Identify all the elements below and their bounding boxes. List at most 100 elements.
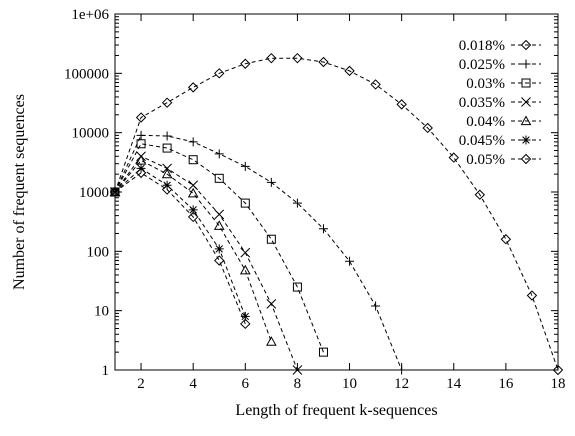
series-4 — [109, 154, 277, 346]
series-line — [114, 57, 559, 371]
data-point — [552, 364, 564, 376]
series-line — [114, 134, 403, 371]
data-point — [162, 163, 172, 174]
legend-marker — [520, 39, 532, 51]
data-point — [214, 68, 225, 79]
data-point — [292, 282, 302, 292]
legend-label: 0.05% — [466, 152, 505, 168]
data-point — [318, 56, 329, 68]
data-point — [266, 234, 276, 244]
data-point — [161, 97, 173, 108]
x-tick-label: 12 — [394, 376, 409, 392]
x-tick-label: 18 — [551, 376, 566, 392]
data-point — [162, 131, 172, 141]
data-point — [240, 318, 251, 330]
data-point — [214, 255, 225, 266]
series-line — [114, 143, 324, 353]
data-point — [422, 122, 433, 134]
legend-label: 0.025% — [459, 57, 505, 73]
legend-marker — [520, 153, 532, 165]
legend-marker — [521, 135, 531, 145]
legend-label: 0.03% — [466, 76, 505, 92]
data-point — [266, 336, 277, 346]
data-point — [187, 82, 199, 93]
x-axis: 2 4 6 8 10 12 14 16 18 — [137, 14, 566, 392]
data-point — [371, 301, 381, 311]
legend-marker — [520, 115, 532, 126]
x-tick-label: 10 — [342, 376, 357, 392]
data-point — [187, 211, 199, 223]
data-point — [214, 173, 224, 183]
data-point — [266, 52, 277, 64]
data-point — [396, 99, 407, 110]
data-point — [344, 65, 355, 77]
y-axis: 1 10 100 1000 10000 100000 1e+06 — [64, 7, 558, 379]
y-tick-label: 1000 — [79, 185, 109, 201]
data-point — [161, 168, 173, 179]
series-2 — [110, 139, 328, 357]
data-point — [135, 167, 147, 179]
data-point — [345, 256, 355, 266]
x-axis-title: Length of frequent k-sequences — [235, 402, 437, 419]
x-tick-label: 14 — [446, 376, 462, 392]
data-point — [397, 365, 407, 375]
legend-label: 0.045% — [459, 133, 505, 149]
y-tick-label: 1e+06 — [71, 7, 109, 23]
legend-marker — [521, 59, 531, 69]
x-tick-label: 6 — [242, 376, 250, 392]
legend: 0.018% 0.025% 0.03% 0.035% 0.04% 0.045% 0.05% — [459, 38, 541, 168]
data-point — [214, 209, 225, 220]
data-point — [370, 79, 381, 90]
data-point — [135, 112, 147, 123]
legend-marker — [521, 97, 531, 107]
data-point — [214, 244, 224, 254]
data-point — [240, 247, 251, 258]
series-layer — [109, 52, 564, 376]
data-point — [292, 365, 303, 375]
legend-marker — [521, 78, 531, 88]
y-tick-label: 100 — [87, 244, 110, 260]
data-point — [318, 347, 328, 357]
data-point — [318, 224, 328, 234]
series-3 — [110, 151, 303, 375]
y-tick-label: 1 — [102, 363, 110, 379]
series-line — [114, 167, 246, 317]
series-line — [114, 155, 298, 371]
data-point — [188, 155, 198, 165]
data-point — [474, 189, 486, 200]
data-point — [292, 198, 302, 208]
y-tick-label: 10000 — [72, 126, 110, 142]
data-point — [240, 198, 250, 208]
legend-label: 0.04% — [466, 114, 505, 130]
data-point — [213, 220, 225, 230]
y-tick-label: 100000 — [64, 66, 109, 82]
x-tick-label: 16 — [498, 376, 514, 392]
data-point — [136, 139, 146, 149]
series-6 — [109, 167, 251, 330]
y-axis-title: Number of frequent sequences — [11, 94, 28, 290]
data-point — [161, 184, 173, 195]
data-point — [240, 311, 250, 321]
x-tick-label: 2 — [137, 376, 145, 392]
series-line — [114, 172, 246, 325]
x-tick-label: 8 — [294, 376, 302, 392]
data-point — [240, 58, 251, 69]
data-point — [500, 234, 512, 245]
data-point — [526, 290, 538, 301]
legend-label: 0.035% — [459, 95, 505, 111]
y-tick-label: 10 — [94, 304, 109, 320]
data-point — [448, 152, 459, 163]
data-point — [188, 180, 199, 191]
data-point — [187, 187, 199, 198]
data-point — [214, 149, 224, 159]
data-point — [188, 137, 198, 147]
data-point — [266, 177, 276, 187]
data-point — [109, 186, 121, 198]
data-point — [292, 52, 303, 64]
data-point — [136, 130, 146, 140]
data-point — [266, 299, 277, 309]
data-point — [240, 161, 250, 171]
data-point — [162, 143, 172, 153]
data-point — [239, 264, 251, 275]
